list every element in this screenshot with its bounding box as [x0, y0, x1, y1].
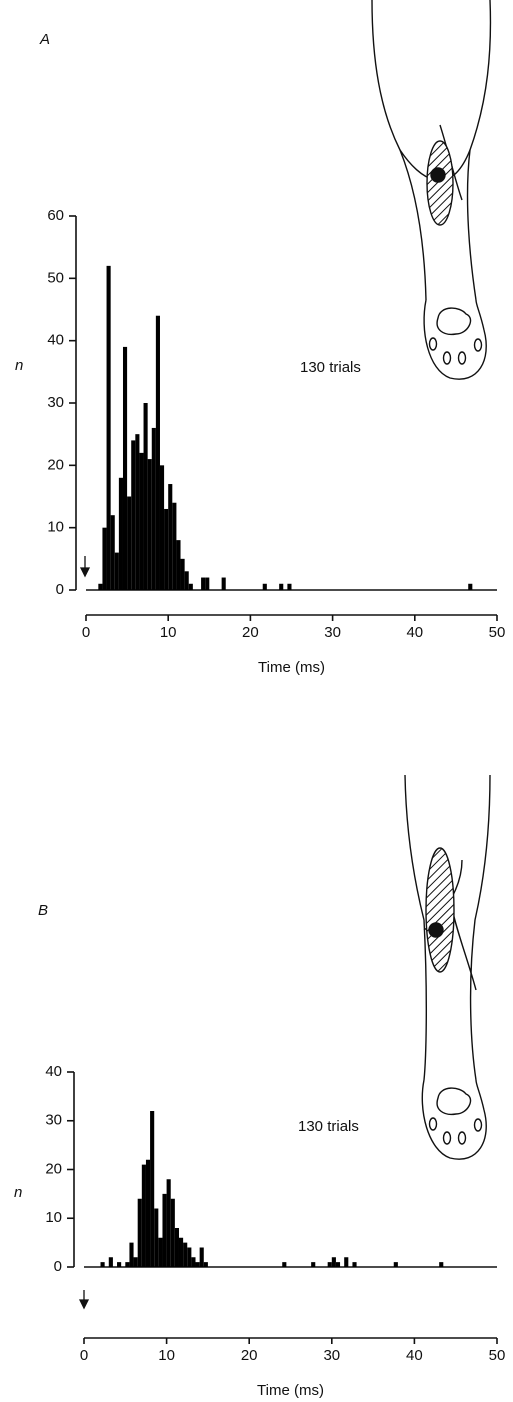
x-tick-label: 30 — [324, 624, 341, 641]
bar — [137, 1198, 142, 1267]
y-tick-label: 20 — [45, 1160, 62, 1177]
bar — [199, 1247, 204, 1267]
bar — [203, 1262, 208, 1267]
annotation: 130 trials — [298, 1118, 359, 1135]
bar — [180, 558, 185, 590]
bar — [155, 315, 160, 590]
bar — [158, 1237, 163, 1267]
y-tick-label: 40 — [47, 332, 64, 349]
bar — [221, 577, 226, 590]
bar — [139, 452, 144, 590]
y-axis-title: n — [14, 1184, 22, 1201]
x-tick-label: 30 — [323, 1347, 340, 1364]
panel-label: A — [39, 31, 50, 48]
x-tick-label: 20 — [241, 1347, 258, 1364]
bar — [176, 540, 181, 590]
bar — [154, 1208, 159, 1267]
bar — [118, 477, 123, 590]
bar — [195, 1262, 200, 1267]
bar — [133, 1257, 138, 1267]
bar — [98, 583, 103, 590]
y-tick-label: 0 — [56, 581, 64, 598]
bar — [141, 1164, 146, 1267]
bar — [191, 1257, 196, 1267]
y-tick-label: 40 — [45, 1063, 62, 1080]
bar — [439, 1262, 444, 1267]
bar — [311, 1262, 316, 1267]
x-tick-label: 10 — [160, 624, 177, 641]
bar — [178, 1237, 184, 1267]
leg-drawing — [371, 0, 492, 380]
x-tick-label: 40 — [406, 624, 423, 641]
y-tick-label: 30 — [45, 1112, 62, 1129]
bar — [125, 1262, 130, 1267]
panel-label: B — [38, 902, 48, 919]
bar — [106, 265, 111, 590]
leg-drawing — [404, 774, 491, 1160]
bar — [344, 1257, 349, 1267]
annotation: 130 trials — [300, 359, 361, 376]
y-tick-label: 10 — [45, 1209, 62, 1226]
x-tick-label: 0 — [82, 624, 90, 641]
x-axis-title: Time (ms) — [257, 1382, 324, 1399]
y-tick-label: 30 — [47, 394, 64, 411]
stimulus-arrow — [78, 556, 91, 1310]
bar — [183, 1242, 188, 1267]
x-tick-label: 40 — [406, 1347, 423, 1364]
bar — [168, 484, 173, 590]
bar — [287, 583, 292, 590]
bar — [108, 1257, 113, 1267]
bar — [331, 1257, 336, 1267]
y-tick-label: 10 — [47, 519, 64, 536]
x-tick-label: 20 — [242, 624, 259, 641]
bar — [188, 583, 193, 590]
bar — [147, 459, 152, 590]
x-axis-title: Time (ms) — [258, 659, 325, 676]
y-axis-title: n — [15, 357, 23, 374]
bar — [122, 346, 128, 590]
y-tick-label: 60 — [47, 207, 64, 224]
bar — [201, 577, 206, 590]
bar — [131, 440, 136, 590]
x-tick-label: 50 — [489, 624, 506, 641]
bar — [393, 1262, 398, 1267]
bar — [174, 1228, 179, 1267]
bar — [100, 1262, 105, 1267]
bar — [205, 577, 210, 590]
bar — [159, 465, 165, 590]
y-tick-label: 50 — [47, 269, 64, 286]
bar — [282, 1262, 287, 1267]
bar — [279, 583, 284, 590]
x-tick-label: 50 — [489, 1347, 506, 1364]
bar — [468, 583, 473, 590]
bar — [352, 1262, 357, 1267]
bar — [184, 571, 189, 590]
bar — [114, 552, 119, 590]
bar — [143, 403, 148, 590]
bar — [127, 496, 132, 590]
bar — [166, 1179, 171, 1267]
x-tick-label: 10 — [158, 1347, 175, 1364]
bar — [151, 427, 156, 590]
bar — [129, 1242, 134, 1267]
y-tick-label: 20 — [47, 456, 64, 473]
bar — [327, 1262, 332, 1267]
bar — [135, 434, 140, 590]
bar — [172, 502, 177, 590]
bar — [335, 1262, 341, 1267]
bar — [150, 1111, 155, 1267]
bar — [187, 1247, 192, 1267]
bar — [170, 1198, 175, 1267]
bar — [162, 1193, 167, 1267]
x-tick-label: 0 — [80, 1347, 88, 1364]
bar — [262, 583, 267, 590]
bar — [117, 1262, 122, 1267]
bar — [164, 508, 169, 590]
bar — [110, 515, 115, 590]
bar — [102, 527, 107, 590]
y-tick-label: 0 — [54, 1258, 62, 1275]
bar — [145, 1159, 151, 1267]
